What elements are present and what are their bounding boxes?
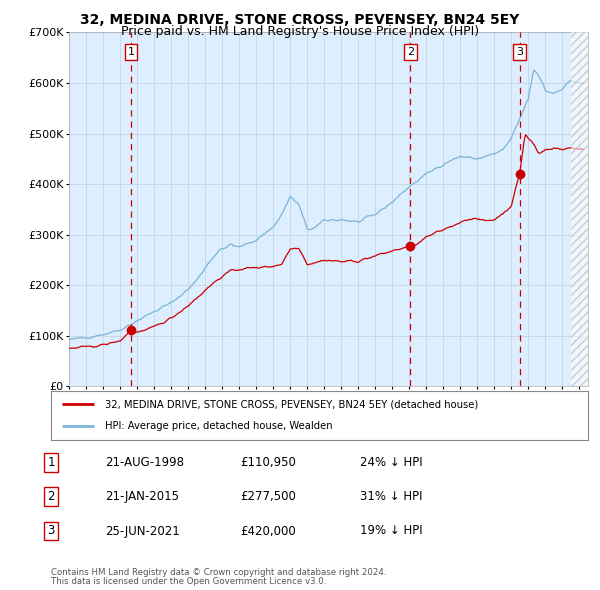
- Text: Contains HM Land Registry data © Crown copyright and database right 2024.: Contains HM Land Registry data © Crown c…: [51, 568, 386, 577]
- Text: 31% ↓ HPI: 31% ↓ HPI: [360, 490, 422, 503]
- Text: This data is licensed under the Open Government Licence v3.0.: This data is licensed under the Open Gov…: [51, 577, 326, 586]
- Text: £277,500: £277,500: [240, 490, 296, 503]
- Text: 24% ↓ HPI: 24% ↓ HPI: [360, 456, 422, 469]
- Text: £110,950: £110,950: [240, 456, 296, 469]
- Text: 21-JAN-2015: 21-JAN-2015: [105, 490, 179, 503]
- Text: 3: 3: [516, 47, 523, 57]
- Text: £420,000: £420,000: [240, 525, 296, 537]
- Text: 19% ↓ HPI: 19% ↓ HPI: [360, 525, 422, 537]
- Text: 1: 1: [127, 47, 134, 57]
- Text: HPI: Average price, detached house, Wealden: HPI: Average price, detached house, Weal…: [105, 421, 332, 431]
- Text: 32, MEDINA DRIVE, STONE CROSS, PEVENSEY, BN24 5EY: 32, MEDINA DRIVE, STONE CROSS, PEVENSEY,…: [80, 13, 520, 27]
- Text: 3: 3: [47, 525, 55, 537]
- Text: 32, MEDINA DRIVE, STONE CROSS, PEVENSEY, BN24 5EY (detached house): 32, MEDINA DRIVE, STONE CROSS, PEVENSEY,…: [105, 399, 478, 409]
- Bar: [571, 32, 588, 386]
- Text: 2: 2: [407, 47, 414, 57]
- Text: 25-JUN-2021: 25-JUN-2021: [105, 525, 180, 537]
- Text: Price paid vs. HM Land Registry's House Price Index (HPI): Price paid vs. HM Land Registry's House …: [121, 25, 479, 38]
- Text: 21-AUG-1998: 21-AUG-1998: [105, 456, 184, 469]
- Text: 1: 1: [47, 456, 55, 469]
- Text: 2: 2: [47, 490, 55, 503]
